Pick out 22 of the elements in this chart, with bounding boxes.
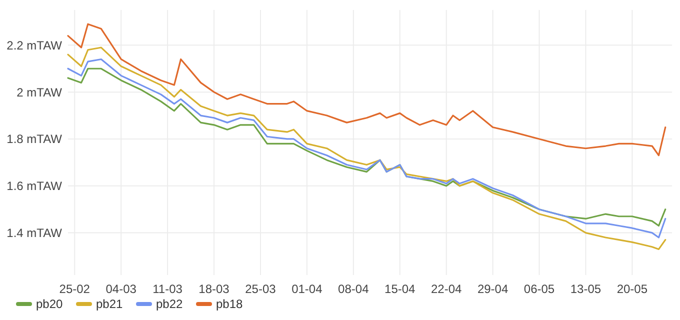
- y-tick-label: 2.2 mTAW: [6, 38, 63, 52]
- y-tick-label: 1.8 mTAW: [6, 132, 63, 146]
- x-tick-label: 22-04: [430, 282, 462, 296]
- x-tick-label: 13-05: [570, 282, 602, 296]
- legend-label: pb18: [216, 297, 244, 311]
- x-tick-label: 08-04: [338, 282, 370, 296]
- x-tick-label: 06-05: [524, 282, 555, 296]
- x-tick-label: 25-02: [59, 282, 90, 296]
- x-tick-label: 29-04: [477, 282, 508, 296]
- x-tick-label: 15-04: [384, 282, 416, 296]
- y-tick-label: 2 mTAW: [16, 85, 63, 100]
- x-tick-label: 25-03: [245, 282, 276, 296]
- x-tick-label: 11-03: [152, 282, 183, 296]
- legend-label: pb20: [36, 297, 64, 311]
- y-tick-label: 1.6 mTAW: [6, 179, 63, 194]
- x-tick-label: 20-05: [616, 282, 648, 296]
- x-tick-label: 18-03: [198, 282, 230, 296]
- y-tick-label: 1.4 mTAW: [6, 226, 63, 240]
- legend-label: pb21: [96, 297, 124, 311]
- x-tick-label: 04-03: [106, 282, 137, 296]
- x-tick-label: 01-04: [292, 282, 323, 296]
- legend-label: pb22: [156, 297, 184, 311]
